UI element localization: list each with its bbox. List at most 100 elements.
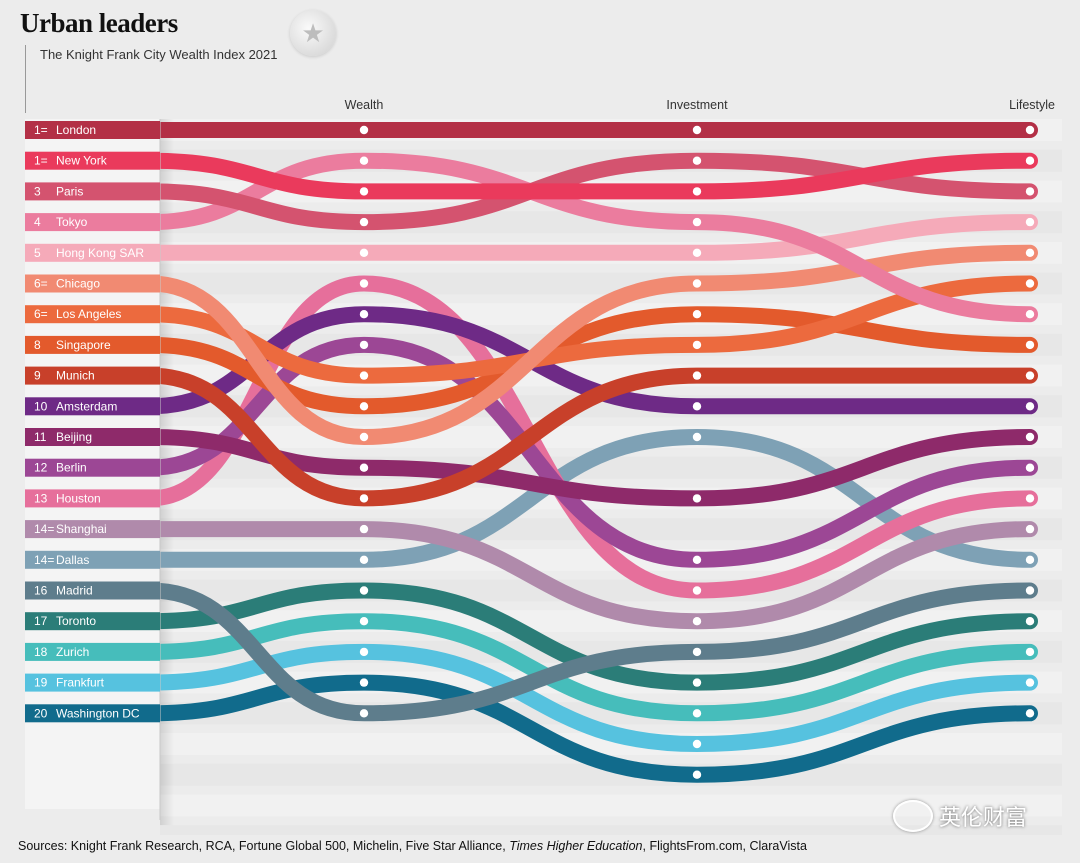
label-bar-toronto bbox=[25, 612, 160, 631]
label-bar-munich bbox=[25, 366, 160, 385]
city-label-zurich: Zurich bbox=[56, 645, 89, 659]
chart-subtitle: The Knight Frank City Wealth Index 2021 bbox=[40, 47, 278, 62]
label-bar-madrid bbox=[25, 581, 160, 600]
dot-washington-dc-lifestyle bbox=[1025, 709, 1035, 718]
sources-suffix: , FlightsFrom.com, ClaraVista bbox=[642, 839, 807, 853]
dot-chicago-lifestyle bbox=[1025, 248, 1035, 257]
label-bar-singapore bbox=[25, 335, 160, 354]
rank-label-los-angeles: 6= bbox=[34, 307, 48, 321]
dot-beijing-investment bbox=[692, 494, 702, 503]
label-bar-new-york bbox=[25, 151, 160, 170]
dot-shanghai-investment bbox=[692, 617, 702, 626]
label-bar-beijing bbox=[25, 428, 160, 446]
ribbon-berlin bbox=[142, 336, 1038, 568]
city-label-munich: Munich bbox=[56, 369, 95, 383]
label-bar-hong-kong-sar bbox=[25, 243, 160, 262]
label-bar-houston bbox=[25, 489, 160, 508]
city-label-toronto: Toronto bbox=[56, 614, 96, 628]
bump-chart: Wealth Investment Lifestyle 1= London 1= New … bbox=[25, 98, 1062, 835]
city-label-tokyo: Tokyo bbox=[56, 215, 88, 229]
column-headers: Wealth Investment Lifestyle bbox=[345, 98, 1055, 112]
dot-houston-investment bbox=[692, 586, 702, 595]
dot-madrid-lifestyle bbox=[1025, 586, 1035, 595]
dot-munich-wealth bbox=[359, 494, 369, 503]
dot-new-york-lifestyle bbox=[1025, 156, 1035, 165]
dot-toronto-investment bbox=[692, 678, 702, 687]
rank-label-beijing: 11 bbox=[34, 430, 47, 444]
dot-beijing-wealth bbox=[359, 463, 369, 472]
dot-paris-investment bbox=[692, 156, 702, 165]
dot-houston-lifestyle bbox=[1025, 494, 1035, 503]
rank-label-berlin: 12 bbox=[34, 461, 48, 475]
city-label-hong-kong-sar: Hong Kong SAR bbox=[56, 246, 144, 260]
label-bar-shanghai bbox=[25, 520, 160, 539]
watermark: 英伦财富 bbox=[893, 800, 1027, 832]
rank-label-paris: 3 bbox=[34, 184, 41, 198]
label-bar-chicago bbox=[25, 274, 160, 293]
city-label-houston: Houston bbox=[56, 491, 101, 505]
city-label-berlin: Berlin bbox=[56, 461, 87, 475]
rank-label-panel: 1= London 1= New York 3 Paris 4 Tokyo 5 Hong Kong… bbox=[25, 119, 161, 820]
dot-shanghai-wealth bbox=[359, 524, 369, 534]
city-label-madrid: Madrid bbox=[56, 584, 93, 598]
dot-singapore-wealth bbox=[359, 402, 369, 411]
dot-los-angeles-investment bbox=[692, 340, 702, 350]
label-bar-paris bbox=[25, 182, 160, 201]
dot-berlin-lifestyle bbox=[1025, 463, 1035, 472]
city-label-shanghai: Shanghai bbox=[56, 522, 107, 536]
ribbon-madrid bbox=[142, 582, 1038, 722]
label-bar-berlin bbox=[25, 458, 160, 477]
row-stripe bbox=[160, 763, 1062, 786]
dot-zurich-wealth bbox=[359, 617, 369, 626]
column-header-investment: Investment bbox=[666, 98, 728, 112]
chart-title: Urban leaders bbox=[20, 8, 178, 38]
ribbon-hong-kong-sar bbox=[142, 214, 1038, 261]
rank-label-madrid: 16 bbox=[34, 584, 48, 598]
dot-berlin-wealth bbox=[359, 340, 369, 350]
rank-label-munich: 9 bbox=[34, 369, 41, 383]
dot-dallas-wealth bbox=[359, 555, 369, 564]
dot-frankfurt-wealth bbox=[359, 647, 369, 657]
label-bar-frankfurt bbox=[25, 673, 160, 692]
rank-label-amsterdam: 10 bbox=[34, 399, 48, 413]
dot-london-wealth bbox=[359, 125, 369, 135]
dot-amsterdam-lifestyle bbox=[1025, 402, 1035, 411]
dot-washington-dc-wealth bbox=[359, 678, 369, 687]
rank-label-london: 1= bbox=[34, 123, 48, 137]
city-label-los-angeles: Los Angeles bbox=[56, 307, 121, 321]
ribbon-los-angeles bbox=[142, 275, 1038, 384]
dot-shanghai-lifestyle bbox=[1025, 524, 1035, 534]
sources-prefix: Sources: Knight Frank Research, RCA, For… bbox=[18, 839, 510, 853]
title-rule bbox=[25, 45, 26, 113]
city-label-amsterdam: Amsterdam bbox=[56, 399, 117, 413]
ribbon-washington-dc bbox=[142, 674, 1038, 783]
dot-los-angeles-wealth bbox=[359, 371, 369, 380]
ribbon-toronto bbox=[142, 582, 1038, 691]
dot-tokyo-lifestyle bbox=[1025, 310, 1035, 319]
dot-zurich-investment bbox=[692, 709, 702, 718]
sources-italic: Times Higher Education bbox=[509, 839, 643, 853]
dot-chicago-wealth bbox=[359, 432, 369, 442]
city-label-singapore: Singapore bbox=[56, 338, 111, 352]
dot-houston-wealth bbox=[359, 279, 369, 288]
rank-label-tokyo: 4 bbox=[34, 215, 41, 229]
row-stripe bbox=[160, 825, 1062, 835]
dot-munich-investment bbox=[692, 371, 702, 380]
dot-tokyo-wealth bbox=[359, 156, 369, 165]
dot-madrid-investment bbox=[692, 647, 702, 657]
dot-london-lifestyle bbox=[1025, 125, 1035, 135]
rank-label-zurich: 18 bbox=[34, 645, 48, 659]
dot-hong-kong-sar-lifestyle bbox=[1025, 217, 1035, 227]
rank-label-chicago: 6= bbox=[34, 277, 48, 291]
dot-berlin-investment bbox=[692, 555, 702, 564]
dot-madrid-wealth bbox=[359, 709, 369, 718]
ribbon-munich bbox=[142, 367, 1038, 507]
rank-label-shanghai: 14= bbox=[34, 522, 54, 536]
column-header-lifestyle: Lifestyle bbox=[1009, 98, 1055, 112]
label-bar-dallas bbox=[25, 550, 160, 569]
ribbon-new-york bbox=[142, 152, 1038, 200]
dot-beijing-lifestyle bbox=[1025, 432, 1035, 442]
city-label-beijing: Beijing bbox=[56, 430, 92, 444]
rank-label-toronto: 17 bbox=[34, 614, 48, 628]
label-bar-amsterdam bbox=[25, 397, 160, 416]
